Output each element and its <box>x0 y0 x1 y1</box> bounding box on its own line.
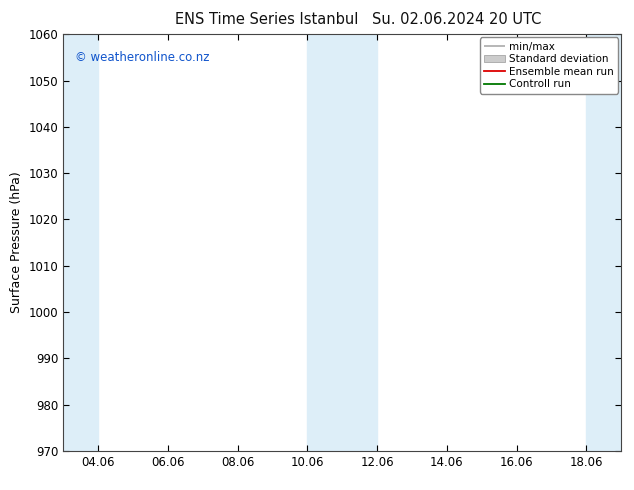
Bar <box>307 34 377 451</box>
Bar <box>586 34 621 451</box>
Text: Su. 02.06.2024 20 UTC: Su. 02.06.2024 20 UTC <box>372 12 541 27</box>
Y-axis label: Surface Pressure (hPa): Surface Pressure (hPa) <box>10 172 23 314</box>
Bar <box>63 34 98 451</box>
Text: ENS Time Series Istanbul: ENS Time Series Istanbul <box>174 12 358 27</box>
Legend: min/max, Standard deviation, Ensemble mean run, Controll run: min/max, Standard deviation, Ensemble me… <box>480 37 618 94</box>
Text: © weatheronline.co.nz: © weatheronline.co.nz <box>75 51 209 64</box>
